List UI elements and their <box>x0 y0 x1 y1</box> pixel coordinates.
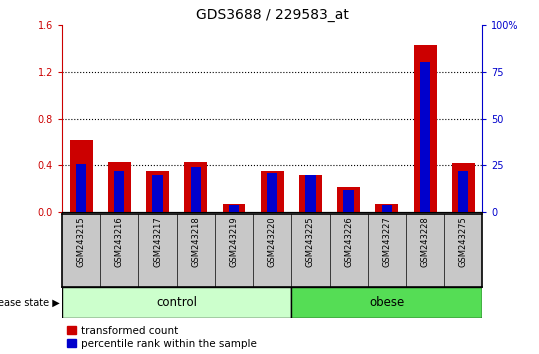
Bar <box>153 175 163 212</box>
Bar <box>76 164 86 212</box>
Bar <box>343 190 354 212</box>
Text: GSM243228: GSM243228 <box>420 216 430 267</box>
Bar <box>108 162 131 212</box>
Bar <box>114 171 125 212</box>
Text: disease state ▶: disease state ▶ <box>0 297 59 308</box>
Bar <box>375 204 398 212</box>
Bar <box>420 62 430 212</box>
Text: GSM243219: GSM243219 <box>230 216 238 267</box>
Text: obese: obese <box>369 296 404 309</box>
Bar <box>337 187 360 212</box>
Bar <box>458 171 468 212</box>
Text: GSM243227: GSM243227 <box>382 216 391 267</box>
Text: GSM243215: GSM243215 <box>77 216 86 267</box>
Bar <box>413 45 437 212</box>
Bar <box>261 171 284 212</box>
Bar <box>229 205 239 212</box>
Bar <box>184 162 207 212</box>
Bar <box>62 287 291 318</box>
Text: GSM243225: GSM243225 <box>306 216 315 267</box>
Title: GDS3688 / 229583_at: GDS3688 / 229583_at <box>196 8 349 22</box>
Legend: transformed count, percentile rank within the sample: transformed count, percentile rank withi… <box>67 326 257 349</box>
Bar <box>291 287 482 318</box>
Bar <box>146 171 169 212</box>
Bar <box>267 173 278 212</box>
Text: GSM243275: GSM243275 <box>459 216 468 267</box>
Text: GSM243217: GSM243217 <box>153 216 162 267</box>
Bar <box>70 140 93 212</box>
Text: GSM243226: GSM243226 <box>344 216 353 267</box>
Bar <box>452 163 475 212</box>
Bar <box>382 205 392 212</box>
Bar <box>191 167 201 212</box>
Text: GSM243220: GSM243220 <box>268 216 277 267</box>
Text: GSM243218: GSM243218 <box>191 216 201 267</box>
Text: control: control <box>156 296 197 309</box>
Bar <box>299 175 322 212</box>
Bar <box>305 175 315 212</box>
Text: GSM243216: GSM243216 <box>115 216 124 267</box>
Bar <box>223 204 245 212</box>
